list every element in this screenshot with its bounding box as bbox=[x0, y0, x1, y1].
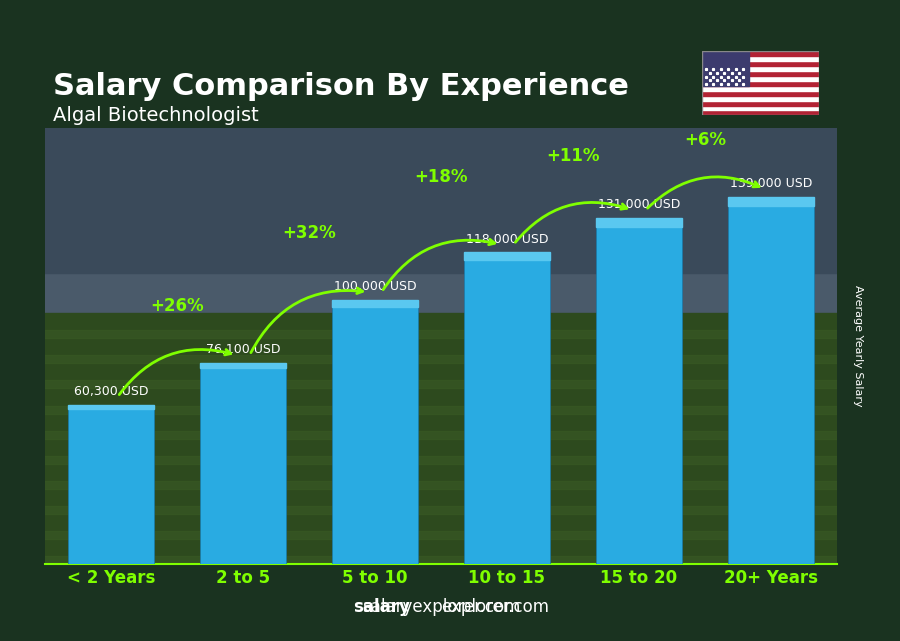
Text: Algal Biotechnologist: Algal Biotechnologist bbox=[53, 106, 258, 126]
Text: Average Yearly Salary: Average Yearly Salary bbox=[853, 285, 863, 407]
Text: +32%: +32% bbox=[282, 224, 336, 242]
Bar bbox=[702, 51, 819, 56]
Bar bbox=[32, 115, 900, 313]
Bar bbox=[332, 300, 418, 306]
Text: 131,000 USD: 131,000 USD bbox=[598, 199, 680, 212]
Bar bbox=[200, 363, 286, 368]
Bar bbox=[702, 56, 819, 61]
Bar bbox=[32, 355, 900, 363]
Bar bbox=[702, 66, 819, 71]
Text: 76,100 USD: 76,100 USD bbox=[206, 344, 280, 356]
Bar bbox=[702, 101, 819, 106]
Bar bbox=[702, 91, 819, 96]
Text: explorer.com: explorer.com bbox=[441, 599, 549, 617]
Text: 60,300 USD: 60,300 USD bbox=[74, 385, 148, 398]
Text: 100,000 USD: 100,000 USD bbox=[334, 280, 417, 294]
Bar bbox=[32, 313, 900, 564]
Bar bbox=[32, 506, 900, 514]
Bar bbox=[702, 76, 819, 81]
Bar bbox=[32, 531, 900, 539]
Text: salary: salary bbox=[353, 599, 410, 617]
Bar bbox=[702, 110, 819, 115]
Bar bbox=[596, 218, 682, 227]
Bar bbox=[32, 431, 900, 438]
Text: salaryexplorer.com: salaryexplorer.com bbox=[362, 599, 520, 617]
Bar bbox=[68, 404, 154, 564]
Bar bbox=[702, 61, 819, 66]
Text: +18%: +18% bbox=[414, 169, 468, 187]
Bar bbox=[728, 197, 814, 206]
Text: 139,000 USD: 139,000 USD bbox=[730, 178, 812, 190]
Bar bbox=[464, 253, 550, 260]
Bar bbox=[32, 556, 900, 564]
Bar bbox=[332, 300, 418, 564]
Bar bbox=[32, 330, 900, 338]
Bar bbox=[464, 253, 550, 564]
Text: +6%: +6% bbox=[684, 131, 726, 149]
Bar bbox=[32, 456, 900, 463]
Bar bbox=[702, 86, 819, 91]
Bar bbox=[32, 381, 900, 388]
Bar bbox=[702, 96, 819, 101]
Bar bbox=[32, 115, 900, 274]
Text: +26%: +26% bbox=[150, 297, 203, 315]
Bar bbox=[68, 404, 154, 409]
Text: Salary Comparison By Experience: Salary Comparison By Experience bbox=[53, 72, 629, 101]
Bar bbox=[702, 81, 819, 86]
Text: +11%: +11% bbox=[546, 147, 599, 165]
Text: 118,000 USD: 118,000 USD bbox=[466, 233, 548, 246]
Bar bbox=[728, 197, 814, 564]
Bar bbox=[32, 406, 900, 413]
Bar bbox=[702, 51, 749, 86]
Bar bbox=[702, 106, 819, 110]
Bar bbox=[32, 481, 900, 489]
Bar bbox=[200, 363, 286, 564]
Bar bbox=[596, 218, 682, 564]
Bar bbox=[702, 71, 819, 76]
